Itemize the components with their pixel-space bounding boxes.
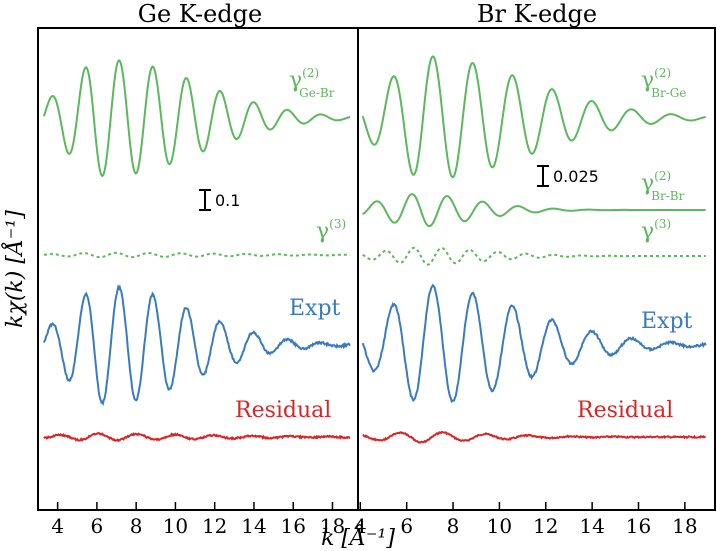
x-tick-label: 18 [320, 514, 345, 538]
x-tick-label: 10 [163, 514, 188, 538]
series-line-expt [42, 284, 351, 407]
x-axis-label: k [Å⁻¹] [321, 523, 395, 551]
panel-title-left: Ge K-edge [138, 0, 262, 28]
scale-bar-label-right: 0.025 [553, 167, 599, 186]
x-tick-label: 4 [51, 514, 64, 538]
x-tick-label: 10 [487, 514, 512, 538]
x-tick-label: 18 [672, 514, 697, 538]
label-gamma2-br-ge: γ(2) Br-Ge [641, 66, 686, 100]
panel-ge: 4 6 8 10 12 14 16 18 [42, 59, 351, 538]
x-tick-label: 12 [202, 514, 227, 538]
scale-bar-left: 0.1 [199, 189, 240, 211]
label-gamma3-right: γ(3) [641, 217, 671, 244]
x-tick-label: 8 [130, 514, 143, 538]
scale-bar-label-left: 0.1 [215, 191, 240, 210]
curve-labels-right: γ(2) Br-Ge γ(2) Br-Br γ(3) Expt Residual [577, 66, 693, 423]
series-line-residual [43, 431, 351, 443]
label-expt-right: Expt [641, 309, 693, 334]
series-line--2-br-br [362, 193, 706, 228]
panel-frame-right [357, 27, 716, 511]
x-tick-label: 16 [280, 514, 305, 538]
label-gamma2-br-br: γ(2) Br-Br [641, 169, 685, 203]
label-residual-right: Residual [577, 398, 673, 423]
series-line--2-ge-br [42, 59, 351, 178]
panel-br: 4 6 8 10 12 14 16 18 [354, 55, 707, 538]
scale-bar-right: 0.025 [537, 165, 599, 187]
series-line-residual [362, 430, 706, 444]
y-axis-label: kχ(k) [Å⁻¹] [0, 210, 28, 328]
curve-labels-left: γ(2) Ge-Br γ(3) Expt Residual [235, 66, 346, 423]
label-gamma3-left: γ(3) [316, 217, 346, 244]
series-line-expt [361, 283, 707, 404]
series-line--3- [43, 251, 351, 259]
x-tick-label: 6 [91, 514, 104, 538]
panel-title-right: Br K-edge [477, 0, 597, 28]
label-gamma2-ge-br: γ(2) Ge-Br [289, 66, 335, 100]
x-tick-label: 14 [241, 514, 266, 538]
series-line--2-br-ge [361, 55, 706, 179]
x-tick-label: 12 [533, 514, 558, 538]
label-residual-left: Residual [235, 398, 331, 423]
series-line--3- [362, 246, 706, 266]
x-tick-label: 6 [400, 514, 413, 538]
x-tick-label: 4 [354, 514, 367, 538]
x-tick-label: 14 [579, 514, 604, 538]
label-expt-left: Expt [289, 296, 341, 321]
x-tick-label: 16 [626, 514, 651, 538]
x-tick-label: 8 [447, 514, 460, 538]
